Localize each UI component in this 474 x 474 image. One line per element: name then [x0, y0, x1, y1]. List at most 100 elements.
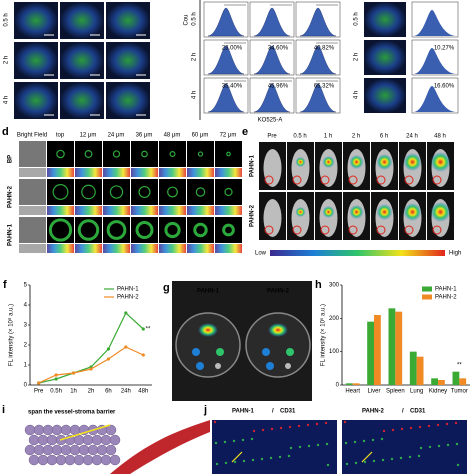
cell-sphere — [42, 424, 54, 436]
tissue-image — [212, 420, 337, 474]
tissue-dot — [325, 442, 329, 446]
tissue-dot — [269, 456, 273, 460]
tumor-mark — [292, 225, 302, 235]
dish — [245, 312, 311, 378]
tumor-mark — [404, 175, 414, 185]
percent-label: 23.00% — [222, 46, 243, 52]
y-tick-label: 0 — [336, 383, 340, 389]
tissue-dot — [315, 422, 319, 426]
micro-image — [364, 78, 406, 113]
flow-histogram — [299, 83, 337, 113]
cell-sphere — [46, 454, 58, 466]
tissue-dot — [456, 463, 460, 467]
cell-sphere — [100, 454, 112, 466]
organ — [285, 363, 291, 369]
tissue-dot — [381, 458, 385, 462]
fluorescence — [141, 150, 148, 158]
fluorescence — [169, 151, 176, 158]
intensity-map — [131, 206, 158, 215]
tissue-dot — [270, 427, 274, 431]
point — [54, 373, 58, 377]
tissue-dot — [233, 460, 237, 464]
dish-label: PAHN-2 — [267, 289, 290, 295]
arrow — [361, 451, 373, 463]
point — [124, 345, 128, 349]
color-scale — [270, 250, 445, 256]
percent-label: 35.40% — [222, 84, 243, 90]
tissue-dot — [242, 459, 246, 463]
x-tick-label: 0.5h — [50, 389, 62, 395]
intensity-map — [103, 206, 130, 215]
x-tick-label: 24h — [121, 389, 131, 395]
signal — [403, 153, 422, 171]
row-label: 2 h — [354, 53, 360, 61]
column-label: 12 μm — [80, 133, 97, 139]
tissue-dot — [400, 427, 404, 431]
mouse — [291, 149, 310, 187]
arrow — [231, 451, 243, 463]
tissue-dot — [307, 444, 311, 448]
row-label: PAHN-2 — [250, 204, 256, 227]
point — [141, 327, 145, 331]
fluorescence — [167, 186, 178, 198]
x-tick-label: Liver — [367, 389, 380, 395]
intensity-map — [215, 244, 242, 253]
percent-label: 16.60% — [434, 84, 455, 90]
row-label: 2 h — [4, 56, 10, 64]
confocal-image — [103, 141, 130, 167]
annotation: ** — [146, 327, 151, 333]
tissue-dot — [353, 440, 357, 444]
tumor-mark — [348, 225, 358, 235]
confocal-image — [19, 141, 46, 167]
cell-sphere — [69, 444, 81, 456]
tissue-dot — [298, 445, 302, 449]
tissue-dot — [224, 461, 228, 465]
legend-label: PAHN-2 — [435, 295, 457, 301]
flow-histogram — [207, 83, 245, 113]
intensity-map — [19, 244, 46, 253]
x-tick-label: 2h — [88, 389, 95, 395]
y-tick-label: 3 — [24, 323, 28, 329]
tissue-dot — [278, 455, 282, 459]
intensity-map — [215, 206, 242, 215]
confocal-image — [47, 141, 74, 167]
cell-sphere — [100, 434, 112, 446]
confocal-image — [103, 179, 130, 205]
title-part: PAHN-2 — [362, 409, 385, 415]
organ — [192, 348, 200, 356]
signal — [322, 206, 335, 218]
bar — [367, 321, 374, 385]
column-label: top — [56, 133, 65, 139]
intensity-map — [47, 244, 74, 253]
tissue-dot — [419, 446, 423, 450]
tissue-dot — [297, 424, 301, 428]
mouse — [263, 199, 282, 237]
confocal-image — [47, 179, 74, 205]
confocal-image — [159, 217, 186, 243]
signal — [430, 202, 451, 222]
confocal-image — [131, 217, 158, 243]
signal — [349, 205, 364, 219]
fluorescence — [135, 221, 154, 239]
tissue-dot — [232, 439, 236, 443]
intensity-map — [187, 168, 214, 177]
bar — [452, 371, 460, 385]
micro-image — [106, 42, 150, 79]
intensity-map — [75, 168, 102, 177]
x-tick-label: Pre — [34, 389, 44, 395]
organ-liver — [198, 323, 218, 337]
tissue-dot — [427, 424, 431, 428]
tissue-dot — [261, 428, 265, 432]
tissue-dot — [382, 429, 386, 433]
tissue-dot — [344, 441, 348, 445]
y-tick-label: 0 — [24, 383, 28, 389]
micro-image — [14, 42, 58, 79]
y-tick-label: 1 — [24, 363, 28, 369]
organ — [262, 348, 270, 356]
y-tick-label: 5 — [24, 283, 28, 289]
tissue-dot — [252, 429, 256, 433]
bar — [431, 378, 438, 385]
tumor-mark — [404, 225, 414, 235]
point — [106, 347, 111, 351]
y-tick-label: 300 — [329, 283, 340, 289]
